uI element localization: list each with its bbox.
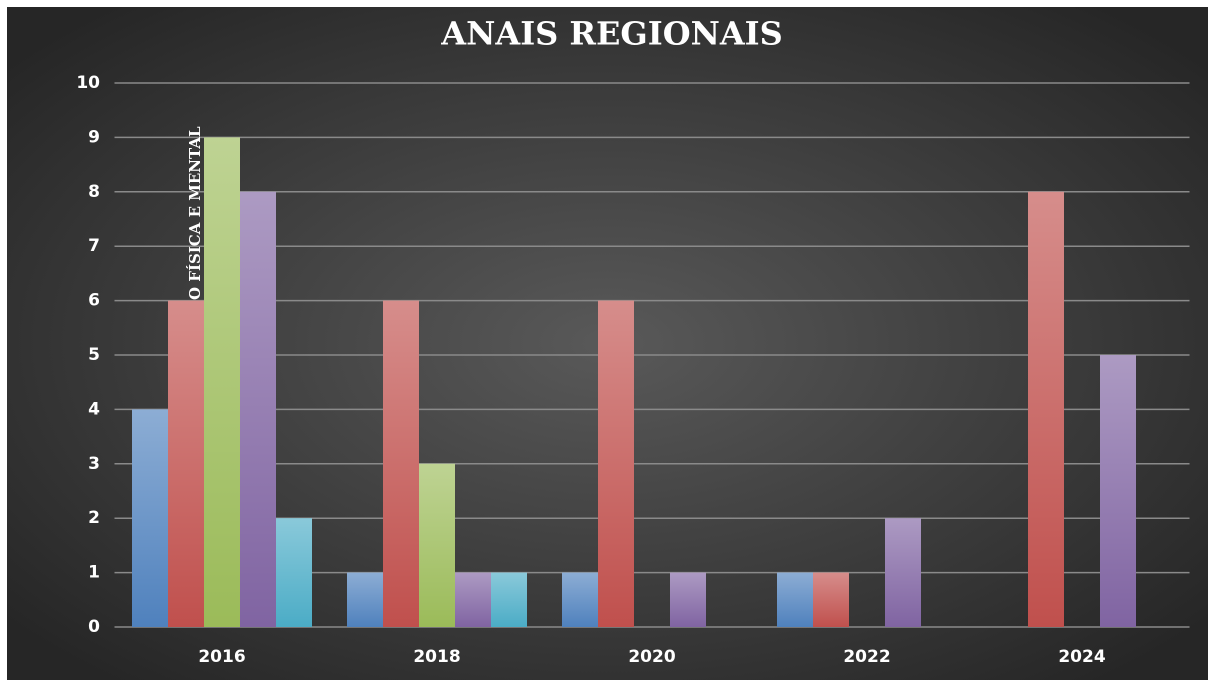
x-tick-label: 2022 [843,647,890,667]
bar-shine [562,572,598,627]
y-tick-label: 2 [88,508,100,528]
bar-shine [1028,191,1064,628]
x-tick-label: 2018 [413,647,460,667]
bar-shine [240,191,276,628]
bar-shine [455,572,491,627]
bar-shine [1100,355,1136,627]
y-tick-label: 0 [88,617,100,637]
bar-shine [383,300,419,627]
bar-shine [491,572,527,627]
bar-shine [168,300,204,627]
y-tick-label: 10 [76,73,100,93]
y-tick-label: 4 [88,399,100,419]
y-tick-label: 5 [88,345,100,365]
y-tick-label: 9 [88,127,100,147]
bar-shine [777,572,813,627]
y-tick-label: 7 [88,236,100,256]
x-tick-label: 2016 [198,647,245,667]
bar-shine [347,572,383,627]
bar-shine [813,572,849,627]
chart-title: ANAIS REGIONAIS [440,15,782,53]
bar-shine [276,518,312,627]
x-tick-label: 2024 [1058,647,1105,667]
y-tick-label: 3 [88,454,100,474]
bar-shine [204,137,240,627]
bar-shine [885,518,921,627]
bar-shine [598,300,634,627]
bar-shine [670,572,706,627]
y-tick-label: 1 [88,563,100,583]
y-tick-label: 6 [88,291,100,311]
bar-shine [132,409,168,627]
y-tick-label: 8 [88,182,100,202]
x-tick-label: 2020 [628,647,675,667]
annotation: O FÍSICA E MENTAL [186,126,204,300]
bar-shine [419,463,455,627]
